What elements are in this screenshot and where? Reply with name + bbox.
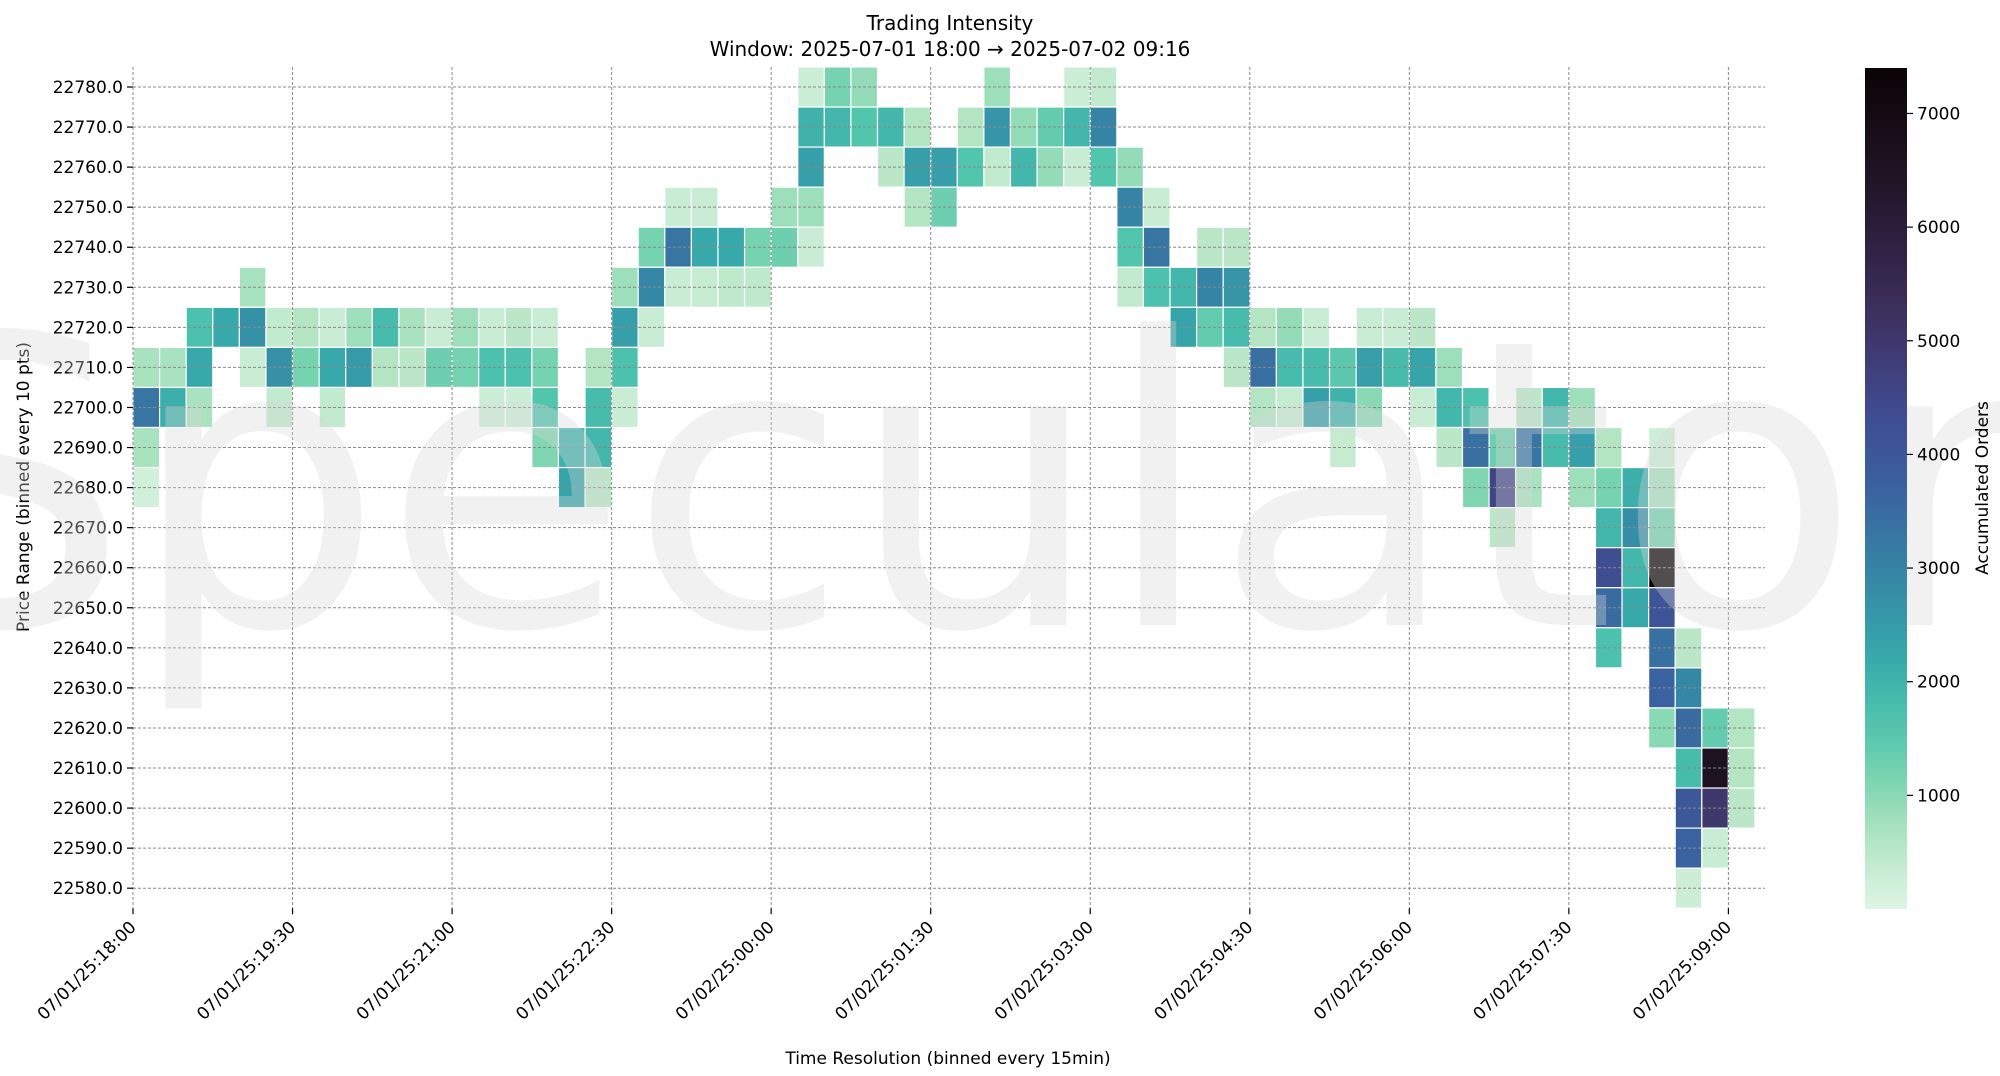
heatmap-cell [983, 146, 1012, 188]
heatmap-cell [557, 426, 586, 469]
x-tick-label: 07/01/25:19:30 [193, 918, 300, 1025]
y-tick-label: 22680.0 [53, 479, 123, 499]
x-axis-label: Time Resolution (binned every 15min) [784, 1049, 1110, 1069]
y-tick-label: 22760.0 [53, 158, 123, 178]
colorbar [1865, 68, 1907, 909]
heatmap-cell [983, 106, 1012, 148]
heatmap-cell [983, 66, 1012, 108]
heatmap-cell [1063, 106, 1091, 148]
heatmap-cell [212, 306, 240, 348]
heatmap-cell [1142, 226, 1171, 268]
x-tick-label: 07/01/25:21:00 [353, 918, 460, 1025]
heatmap-cell [1648, 667, 1676, 709]
heatmap-cell [1674, 627, 1703, 669]
y-tick-label: 22600.0 [53, 799, 123, 819]
colorbar-ticks: 1000 2000 3000 4000 5000 6000 7000 [1907, 104, 1960, 806]
y-tick-label: 22700.0 [53, 398, 123, 418]
heatmap-cell [557, 466, 586, 509]
heatmap-cell [1648, 627, 1676, 669]
x-tick-label: 07/02/25:00:00 [672, 918, 779, 1025]
y-tick-label: 22590.0 [53, 839, 123, 859]
heatmap-cell [398, 346, 427, 389]
y-tick-label: 22780.0 [53, 78, 123, 98]
y-tick-label: 22580.0 [53, 879, 123, 899]
colorbar-tick-label: 4000 [1917, 445, 1960, 465]
colorbar-tick-label: 7000 [1917, 104, 1960, 124]
y-tick-label: 22710.0 [53, 358, 123, 378]
y-tick-label: 22670.0 [53, 519, 123, 539]
y-tick-label: 22690.0 [53, 439, 123, 459]
heatmap-cell [478, 306, 506, 348]
y-tick-label: 22650.0 [53, 599, 123, 619]
colorbar-tick-label: 1000 [1917, 786, 1960, 806]
y-tick-label: 22730.0 [53, 278, 123, 298]
heatmap-cell [1142, 186, 1171, 228]
x-tick-label: 07/02/25:03:00 [991, 918, 1098, 1025]
y-tick-label: 22610.0 [53, 759, 123, 779]
heatmap-cell [1568, 426, 1597, 469]
colorbar-tick-label: 2000 [1917, 673, 1960, 693]
y-tick-label: 22770.0 [53, 118, 123, 138]
x-tick-label: 07/01/25:18:00 [34, 918, 141, 1025]
heatmap-cell [398, 306, 427, 348]
heatmap-cell [1648, 507, 1676, 549]
heatmap-cell [478, 346, 506, 389]
heatmap-cell [478, 386, 506, 429]
colorbar-tick-label: 3000 [1917, 559, 1960, 579]
heatmap-cell [1648, 707, 1676, 749]
y-tick-label: 22660.0 [53, 559, 123, 579]
colorbar-tick-label: 5000 [1917, 332, 1960, 352]
x-axis: 07/01/25:18:00 07/01/25:19:30 07/01/25:21:… [34, 908, 1736, 1024]
y-tick-label: 22630.0 [53, 679, 123, 699]
heatmap-cell [1063, 146, 1091, 188]
chart-subtitle: Window: 2025-07-01 18:00 → 2025-07-02 09… [710, 37, 1191, 61]
heatmap-cell [1568, 466, 1597, 509]
y-tick-label: 22720.0 [53, 318, 123, 338]
y-tick-label: 22620.0 [53, 719, 123, 739]
heatmap-cell [1648, 587, 1676, 629]
heatmap-cell [1727, 747, 1756, 789]
heatmap-cell [1727, 707, 1756, 749]
heatmap-cell [1648, 466, 1676, 509]
colorbar-label: Accumulated Orders [1973, 401, 1993, 575]
x-tick-label: 07/01/25:22:30 [512, 918, 619, 1025]
y-axis: 22780.0 22770.0 22760.0 22750.0 22740.0 22730… [53, 78, 133, 899]
colorbar-tick-label: 6000 [1917, 218, 1960, 238]
heatmap-cell [1063, 66, 1091, 108]
heatmap-cell [531, 426, 560, 469]
y-tick-label: 22750.0 [53, 198, 123, 218]
heatmap-cell [1648, 547, 1676, 589]
y-tick-label: 22640.0 [53, 639, 123, 659]
y-axis-label: Price Range (binned every 10 pts) [14, 342, 34, 632]
x-tick-label: 07/02/25:06:00 [1310, 918, 1417, 1025]
y-tick-label: 22740.0 [53, 238, 123, 258]
heatmap-cell [1648, 426, 1676, 469]
x-tick-label: 07/02/25:09:00 [1629, 918, 1736, 1025]
heatmap-cell [1568, 386, 1597, 429]
x-tick-label: 07/02/25:04:30 [1150, 918, 1257, 1025]
x-tick-label: 07/02/25:01:30 [831, 918, 938, 1025]
heatmap-cell [1727, 787, 1756, 829]
chart-title: Trading Intensity [866, 11, 1034, 35]
x-tick-label: 07/02/25:07:30 [1470, 918, 1577, 1025]
heatmap-cell [1142, 266, 1171, 308]
